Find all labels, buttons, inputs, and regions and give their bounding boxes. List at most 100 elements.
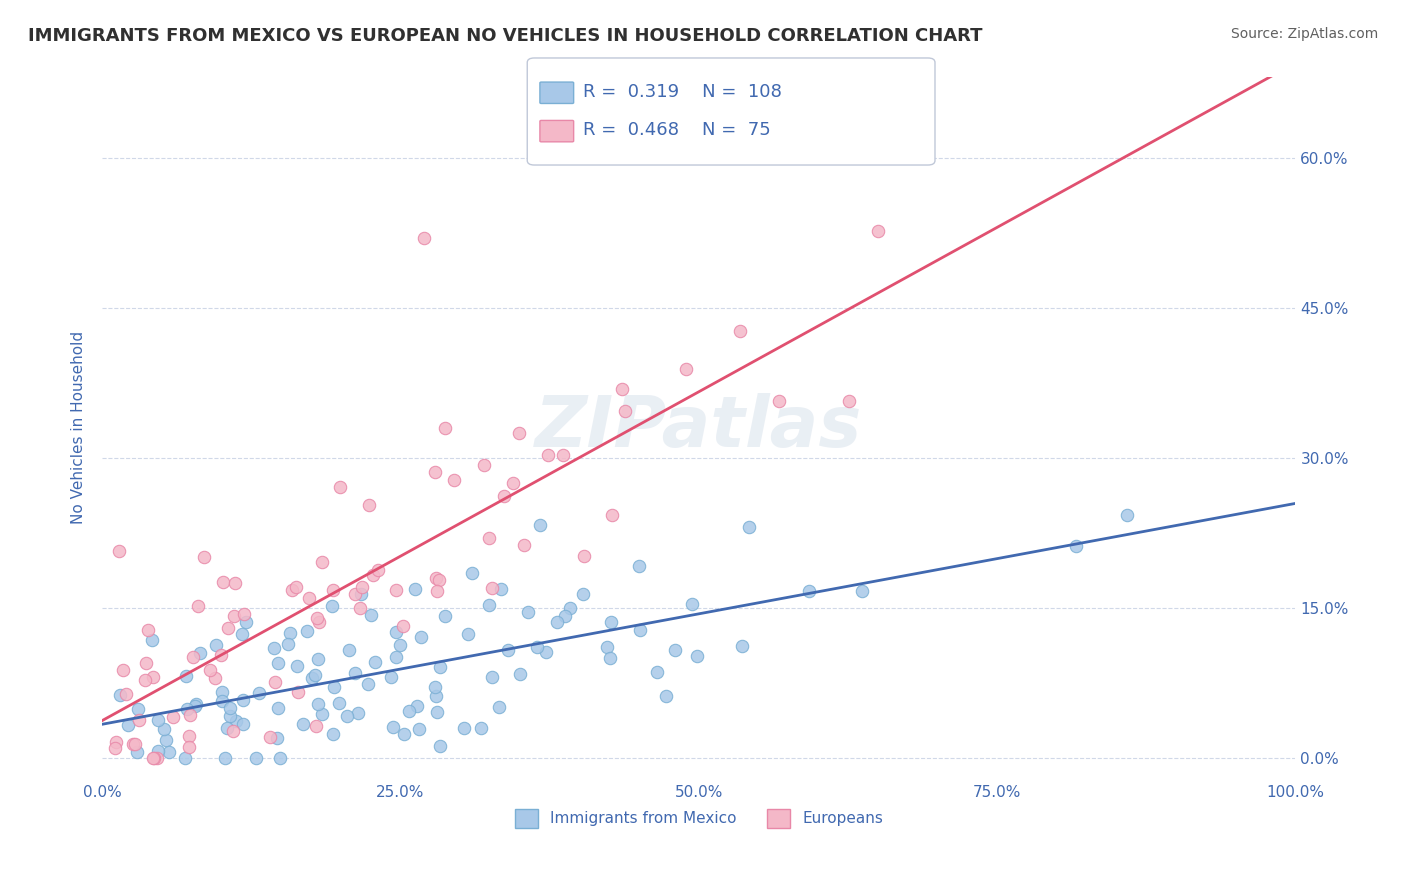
Point — [502, 476, 524, 491]
Point — [344, 665, 367, 680]
Point — [434, 420, 457, 434]
Point — [114, 687, 136, 701]
Point — [291, 717, 314, 731]
Point — [357, 499, 380, 513]
Legend: Immigrants from Mexico, Europeans: Immigrants from Mexico, Europeans — [509, 803, 889, 834]
Point — [453, 722, 475, 736]
Point — [117, 718, 139, 732]
Point — [204, 671, 226, 685]
Point — [278, 626, 301, 640]
Point — [508, 426, 530, 441]
Point — [384, 650, 406, 665]
Point — [728, 324, 751, 338]
Point — [364, 655, 387, 669]
Text: ZIPatlas: ZIPatlas — [536, 393, 862, 462]
Point — [599, 650, 621, 665]
Point — [157, 746, 180, 760]
Point — [425, 690, 447, 704]
Point — [686, 649, 709, 664]
Point — [179, 708, 201, 723]
Point — [664, 643, 686, 657]
Point — [681, 597, 703, 611]
Point — [143, 751, 166, 765]
Point — [209, 648, 232, 662]
Point — [380, 670, 402, 684]
Point — [392, 619, 415, 633]
Point — [389, 639, 412, 653]
Point — [426, 705, 449, 719]
Point — [135, 657, 157, 671]
Point — [492, 489, 515, 503]
Point — [367, 563, 389, 577]
Point — [217, 721, 239, 735]
Point — [509, 667, 531, 681]
Point — [360, 607, 382, 622]
Point — [427, 573, 450, 587]
Point — [408, 722, 430, 736]
Point — [489, 582, 512, 596]
Point — [1064, 540, 1087, 554]
Point — [142, 670, 165, 684]
Point — [232, 607, 254, 621]
Point — [526, 640, 548, 654]
Point — [287, 684, 309, 698]
Point — [269, 751, 291, 765]
Point — [211, 694, 233, 708]
Point — [600, 508, 623, 522]
Point — [108, 688, 131, 702]
Point — [481, 582, 503, 596]
Point — [232, 716, 254, 731]
Point — [263, 641, 285, 656]
Point — [429, 739, 451, 753]
Point — [121, 737, 143, 751]
Point — [478, 598, 501, 612]
Point — [481, 670, 503, 684]
Point — [235, 615, 257, 629]
Point — [247, 686, 270, 700]
Point — [284, 580, 307, 594]
Point — [323, 680, 346, 694]
Point — [266, 731, 288, 745]
Point — [184, 698, 207, 713]
Point — [231, 626, 253, 640]
Point — [429, 660, 451, 674]
Point — [204, 638, 226, 652]
Point — [730, 639, 752, 653]
Point — [349, 601, 371, 615]
Point — [105, 735, 128, 749]
Text: R =  0.468    N =  75: R = 0.468 N = 75 — [583, 121, 772, 139]
Point — [311, 706, 333, 721]
Point — [647, 665, 669, 679]
Point — [155, 733, 177, 747]
Point — [336, 709, 359, 723]
Point — [212, 575, 235, 590]
Point — [287, 659, 309, 673]
Point — [322, 727, 344, 741]
Point — [768, 394, 790, 409]
Point — [434, 608, 457, 623]
Point — [614, 404, 637, 418]
Point — [307, 697, 329, 711]
Point — [655, 689, 678, 703]
Point — [304, 668, 326, 682]
Point — [145, 751, 167, 765]
Y-axis label: No Vehicles in Household: No Vehicles in Household — [72, 331, 86, 524]
Point — [276, 636, 298, 650]
Point — [868, 223, 890, 237]
Point — [384, 582, 406, 597]
Point — [457, 626, 479, 640]
Point — [146, 713, 169, 727]
Point — [176, 702, 198, 716]
Point — [136, 624, 159, 638]
Text: Source: ZipAtlas.com: Source: ZipAtlas.com — [1230, 27, 1378, 41]
Point — [385, 625, 408, 640]
Point — [128, 713, 150, 727]
Point — [344, 586, 367, 600]
Point — [496, 643, 519, 657]
Point — [308, 615, 330, 629]
Point — [321, 599, 343, 613]
Point — [516, 605, 538, 619]
Point — [245, 751, 267, 765]
Point — [572, 549, 595, 563]
Point — [392, 726, 415, 740]
